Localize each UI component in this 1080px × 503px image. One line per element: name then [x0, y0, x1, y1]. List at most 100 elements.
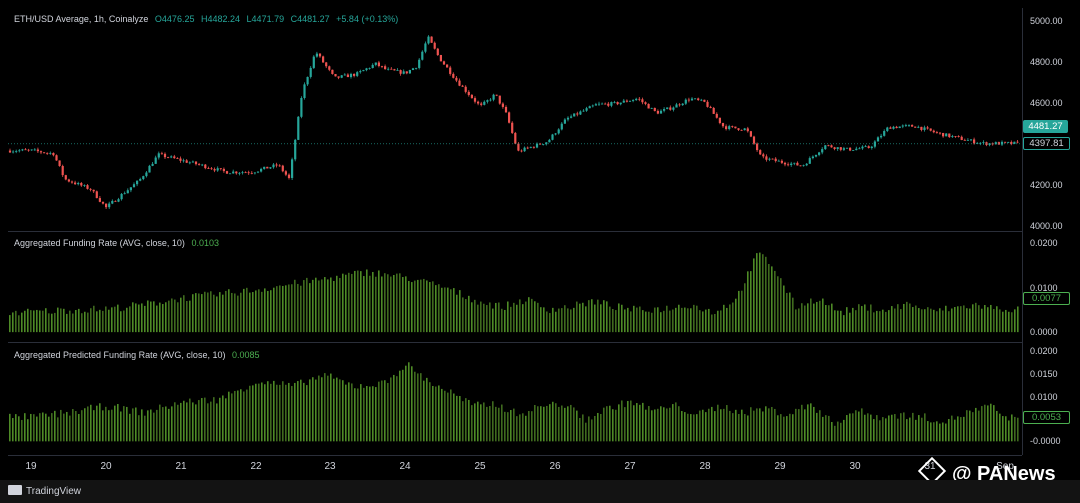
- funding-bar: [822, 298, 824, 333]
- funding-bar: [402, 277, 404, 333]
- predicted-funding-bar: [156, 409, 158, 442]
- candle-body: [241, 172, 244, 174]
- funding-bar: [117, 304, 119, 333]
- funding-bar: [12, 312, 14, 333]
- candle-body: [126, 190, 129, 194]
- candle-body: [960, 136, 963, 140]
- funding-bar: [102, 310, 104, 333]
- predicted-funding-bar: [966, 410, 968, 442]
- predicted-funding-bar: [306, 385, 308, 442]
- predicted-funding-bar: [468, 399, 470, 442]
- funding-bar: [819, 300, 821, 333]
- candle-body: [672, 107, 675, 110]
- predicted-funding-bar: [528, 411, 530, 442]
- predicted-funding-bar: [54, 410, 56, 442]
- predicted-funding-bar: [909, 417, 911, 442]
- funding-bar: [984, 305, 986, 333]
- predicted-funding-bar: [696, 414, 698, 442]
- candle-body: [269, 167, 272, 169]
- candle-body: [855, 148, 858, 151]
- predicted-funding-bar: [993, 405, 995, 442]
- funding-bar: [693, 304, 695, 333]
- predicted-funding-bar: [477, 401, 479, 442]
- funding-bar: [105, 306, 107, 333]
- predicted-funding-bar: [426, 377, 428, 442]
- funding-bar: [453, 288, 455, 333]
- tradingview-logo[interactable]: TradingView: [8, 485, 81, 497]
- funding-bar: [207, 292, 209, 333]
- funding-bar: [474, 299, 476, 333]
- predicted-funding-bar: [459, 396, 461, 442]
- funding-bar: [960, 306, 962, 333]
- predicted-funding-bar: [507, 412, 509, 442]
- funding-tick: 0.0000: [1030, 327, 1058, 337]
- candle-body: [18, 150, 21, 152]
- predicted-funding-bar: [582, 414, 584, 442]
- funding-bar: [999, 309, 1001, 333]
- funding-bar: [111, 307, 113, 333]
- candle-body: [275, 164, 278, 166]
- predicted-funding-bar: [573, 407, 575, 442]
- candle-body: [353, 73, 356, 76]
- candle-body: [740, 129, 743, 131]
- predicted-funding-bar: [96, 405, 98, 442]
- funding-bar: [900, 309, 902, 333]
- predicted-funding-bar: [246, 389, 248, 442]
- funding-bar: [546, 311, 548, 333]
- candle-body: [278, 165, 281, 167]
- chart-canvas[interactable]: [0, 0, 1080, 480]
- funding-bar: [939, 308, 941, 333]
- candle-body: [632, 100, 635, 101]
- date-tick: 24: [399, 461, 411, 472]
- predicted-funding-bar: [1002, 416, 1004, 442]
- predicted-funding-bar: [678, 406, 680, 442]
- predicted-funding-bar: [357, 388, 359, 442]
- funding-bar: [486, 305, 488, 333]
- predicted-funding-bar: [258, 383, 260, 442]
- predicted-funding-bar: [579, 417, 581, 442]
- predicted-funding-bar: [1008, 420, 1010, 442]
- funding-bar: [837, 310, 839, 333]
- funding-bar: [258, 289, 260, 333]
- candle-body: [371, 64, 374, 68]
- candle-body: [154, 157, 157, 164]
- candle-body: [77, 183, 80, 185]
- candle-body: [89, 188, 92, 190]
- predicted-funding-bar: [870, 414, 872, 442]
- funding-value-tag: 0.0077: [1023, 292, 1070, 305]
- candle-body: [294, 139, 297, 160]
- predicted-funding-bar: [168, 408, 170, 442]
- date-tick: 30: [849, 461, 861, 472]
- funding-bar: [867, 310, 869, 333]
- predicted-funding-bar: [759, 408, 761, 442]
- predicted-funding-bar: [564, 407, 566, 442]
- candle-body: [783, 162, 787, 165]
- predicted-funding-bar: [105, 406, 107, 442]
- candle-body: [523, 147, 526, 152]
- funding-bar: [933, 309, 935, 333]
- predicted-funding-bar: [366, 386, 368, 442]
- candle-body: [821, 149, 824, 153]
- predicted-funding-bar: [750, 407, 752, 442]
- candle-body: [659, 110, 663, 114]
- predicted-funding-bar: [114, 405, 116, 442]
- candle-body: [681, 103, 684, 106]
- predicted-funding-bar: [267, 381, 269, 442]
- predicted-funding-bar: [669, 407, 671, 442]
- predicted-funding-bar: [285, 384, 287, 442]
- funding-bar: [768, 263, 770, 333]
- funding-bar: [750, 271, 752, 333]
- funding-bar: [282, 285, 284, 333]
- candle-body: [721, 123, 725, 127]
- candle-body: [201, 164, 204, 166]
- predicted-funding-bar: [420, 373, 422, 442]
- candle-body: [545, 142, 548, 145]
- funding-bar: [825, 305, 827, 333]
- predicted-funding-bar: [549, 404, 551, 442]
- funding-bar: [882, 309, 884, 333]
- candle-body: [74, 182, 77, 185]
- predicted-funding-bar: [744, 414, 746, 442]
- funding-bar: [498, 302, 500, 333]
- predicted-funding-bar: [849, 413, 851, 442]
- candle-body: [191, 161, 194, 163]
